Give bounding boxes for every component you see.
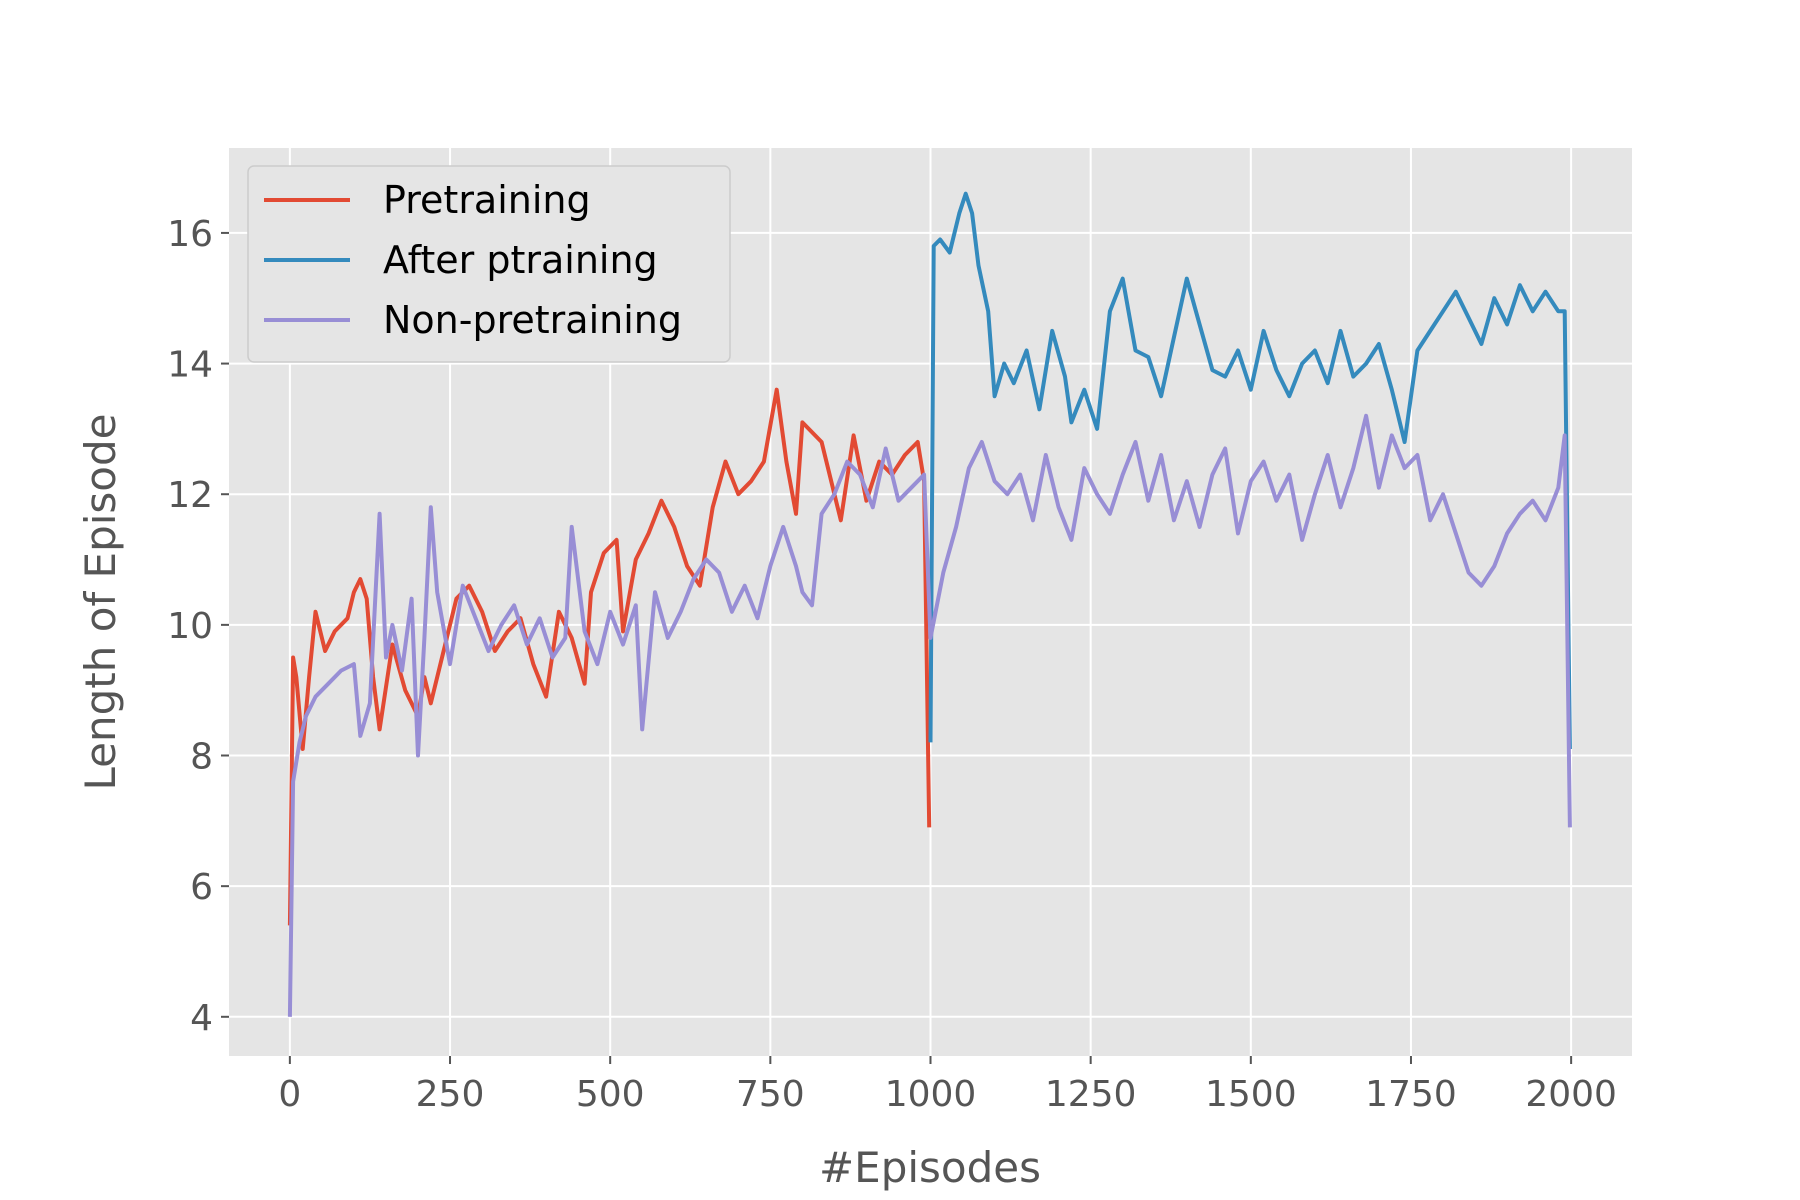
- series-lines: [287, 191, 1572, 1017]
- y-tick-label: 6: [190, 867, 213, 908]
- x-tick-label: 0: [278, 1074, 301, 1115]
- legend-label: After ptraining: [383, 238, 658, 282]
- y-tick-label: 14: [167, 345, 213, 386]
- series-line-0: [287, 387, 932, 926]
- series-line-2: [287, 413, 1572, 1017]
- x-tick-label: 1750: [1365, 1074, 1457, 1115]
- y-axis-ticks: 4 6 8 10 12 14 16: [167, 214, 229, 1039]
- y-axis-label: Length of Episode: [76, 414, 125, 791]
- y-tick-label: 8: [190, 737, 213, 778]
- x-tick-label: 250: [416, 1074, 485, 1115]
- x-axis-label: #Episodes: [819, 1143, 1041, 1192]
- y-tick-label: 10: [167, 606, 213, 647]
- legend-label: Non-pretraining: [383, 298, 682, 342]
- x-tick-label: 1250: [1045, 1074, 1137, 1115]
- y-tick-label: 4: [190, 998, 213, 1039]
- series-line-1: [928, 191, 1572, 750]
- x-tick-label: 750: [736, 1074, 805, 1115]
- x-tick-label: 2000: [1525, 1074, 1617, 1115]
- x-axis-ticks: 0 250 500 750 1000 1250 1500 1750 2000: [278, 1056, 1617, 1115]
- x-tick-label: 500: [576, 1074, 645, 1115]
- legend: Pretraining After ptraining Non-pretrainin…: [247, 165, 731, 363]
- legend-box: [247, 165, 731, 363]
- x-tick-label: 1000: [885, 1074, 977, 1115]
- y-tick-label: 16: [167, 214, 213, 255]
- x-tick-label: 1500: [1205, 1074, 1297, 1115]
- legend-label: Pretraining: [383, 178, 591, 222]
- y-tick-label: 12: [167, 475, 213, 516]
